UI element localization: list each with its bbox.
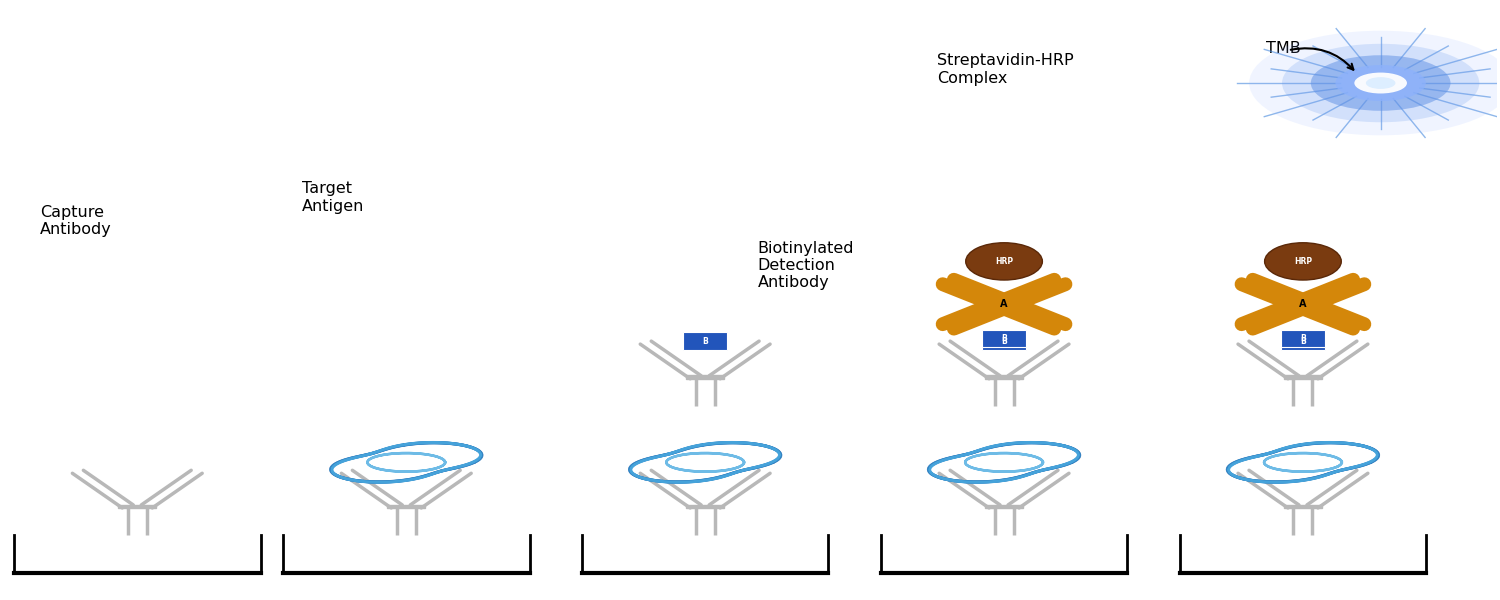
Bar — [686, 505, 724, 508]
Circle shape — [1250, 31, 1500, 136]
Text: B: B — [1300, 334, 1306, 343]
Text: B: B — [702, 337, 708, 346]
Text: Target
Antigen: Target Antigen — [302, 181, 364, 214]
Text: A: A — [1000, 299, 1008, 309]
Bar — [986, 376, 1023, 379]
Circle shape — [1311, 55, 1450, 111]
Circle shape — [1282, 44, 1479, 122]
Bar — [1284, 376, 1322, 379]
Text: Streptavidin-HRP
Complex: Streptavidin-HRP Complex — [938, 53, 1074, 86]
Text: Capture
Antibody: Capture Antibody — [40, 205, 112, 237]
Text: Biotinylated
Detection
Antibody: Biotinylated Detection Antibody — [758, 241, 853, 290]
Bar — [686, 376, 724, 379]
Text: HRP: HRP — [1294, 257, 1312, 266]
Text: B: B — [1000, 337, 1006, 346]
Text: B: B — [1000, 334, 1006, 343]
Bar — [118, 505, 156, 508]
Ellipse shape — [1264, 243, 1341, 280]
Bar — [986, 505, 1023, 508]
Circle shape — [1354, 73, 1407, 94]
Bar — [1284, 505, 1322, 508]
Bar — [387, 505, 426, 508]
Circle shape — [1366, 77, 1395, 89]
Circle shape — [1335, 65, 1426, 101]
Text: B: B — [1300, 337, 1306, 346]
Text: HRP: HRP — [994, 257, 1012, 266]
Text: A: A — [1299, 299, 1306, 309]
Text: TMB: TMB — [1266, 41, 1300, 56]
Ellipse shape — [966, 243, 1042, 280]
